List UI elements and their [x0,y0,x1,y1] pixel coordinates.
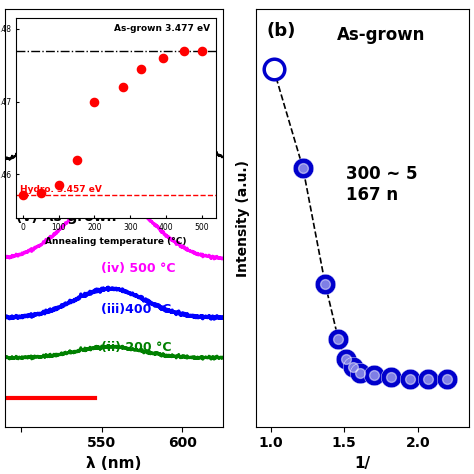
Point [321,280,329,287]
Text: (iv) 500 °C: (iv) 500 °C [100,262,175,274]
Point [335,336,342,343]
X-axis label: 1/: 1/ [355,456,371,471]
Text: (ii) 200 °C: (ii) 200 °C [100,341,171,354]
Point [443,375,451,383]
Point [407,375,414,383]
Point [424,375,432,383]
Point [356,369,364,377]
Point [370,371,377,379]
X-axis label: λ (nm): λ (nm) [86,456,141,471]
Text: (iii)400 °C: (iii)400 °C [100,303,171,316]
Text: As-grown: As-grown [337,26,425,44]
Point [388,373,395,381]
Point [349,363,357,371]
Point [443,375,451,383]
Point [356,369,364,377]
Point [299,164,307,172]
Point [321,280,329,287]
Text: (b): (b) [266,22,296,40]
Text: (v) As-grown: (v) As-grown [16,210,116,224]
Point [424,375,432,383]
Point [342,356,349,363]
Point [388,373,395,381]
Point [335,336,342,343]
Point [349,363,357,371]
Text: 300 ~ 5
167 n: 300 ~ 5 167 n [346,165,417,204]
Point [370,371,377,379]
Point [342,356,349,363]
Point [407,375,414,383]
Point [299,164,307,172]
Point [270,65,277,73]
Y-axis label: Intensity (a.u.): Intensity (a.u.) [237,160,250,276]
